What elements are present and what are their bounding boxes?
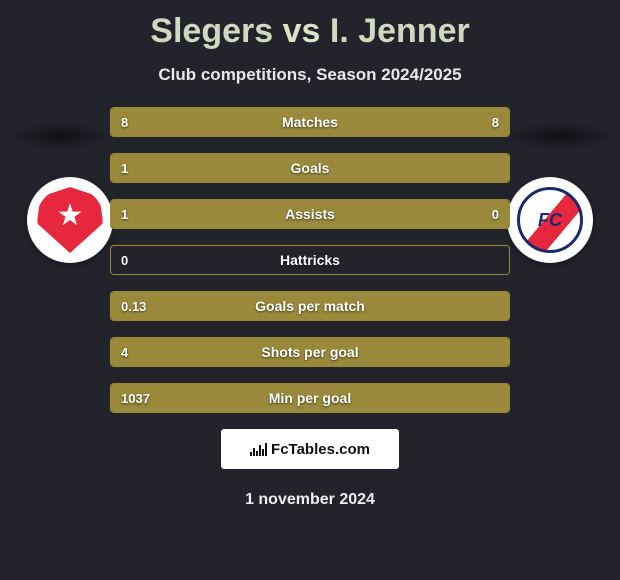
stat-value-left: 1 (121, 207, 128, 222)
player-shadow-right (505, 122, 615, 150)
stat-label: Assists (111, 206, 509, 222)
mvv-crest-icon: ★ (37, 187, 103, 253)
stat-value-left: 0.13 (121, 299, 146, 314)
stat-label: Goals (111, 160, 509, 176)
stat-value-left: 1 (121, 161, 128, 176)
stat-value-right: 0 (492, 207, 499, 222)
fc-utrecht-crest-icon: FC (517, 187, 583, 253)
stats-panel: Matches88Goals1Assists10Hattricks0Goals … (110, 107, 510, 413)
bar-chart-icon (250, 442, 267, 456)
vs-label: vs (283, 12, 321, 50)
site-badge[interactable]: FcTables.com (221, 429, 399, 469)
player-shadow-left (5, 122, 115, 150)
stat-label: Min per goal (111, 390, 509, 406)
site-name: FcTables.com (271, 441, 370, 458)
stat-row: Assists1 0 (110, 199, 510, 229)
stat-value-left: 8 (121, 115, 128, 130)
stat-label: Goals per match (111, 298, 509, 314)
stat-value-right: 8 (492, 115, 499, 130)
stat-label: Hattricks (111, 252, 509, 268)
stat-label: Matches (111, 114, 509, 130)
club-badge-right: FC (507, 177, 593, 263)
stat-value-left: 0 (121, 253, 128, 268)
player2-name: I. Jenner (330, 12, 470, 50)
stat-row: Min per goal1037 (110, 383, 510, 413)
stat-row: Matches8 8 (110, 107, 510, 137)
stat-label: Shots per goal (111, 344, 509, 360)
page-title: Slegers vs I. Jenner (0, 0, 620, 51)
star-icon: ★ (57, 201, 84, 231)
club-badge-left: ★ (27, 177, 113, 263)
player1-name: Slegers (150, 12, 273, 50)
footer-date: 1 november 2024 (0, 491, 620, 509)
stat-row: Hattricks0 (110, 245, 510, 275)
stat-row: Goals1 (110, 153, 510, 183)
stat-row: Goals per match0.13 (110, 291, 510, 321)
stat-row: Shots per goal4 (110, 337, 510, 367)
stat-value-left: 1037 (121, 391, 150, 406)
subtitle: Club competitions, Season 2024/2025 (0, 65, 620, 85)
stat-value-left: 4 (121, 345, 128, 360)
club-right-text: FC (538, 210, 562, 231)
